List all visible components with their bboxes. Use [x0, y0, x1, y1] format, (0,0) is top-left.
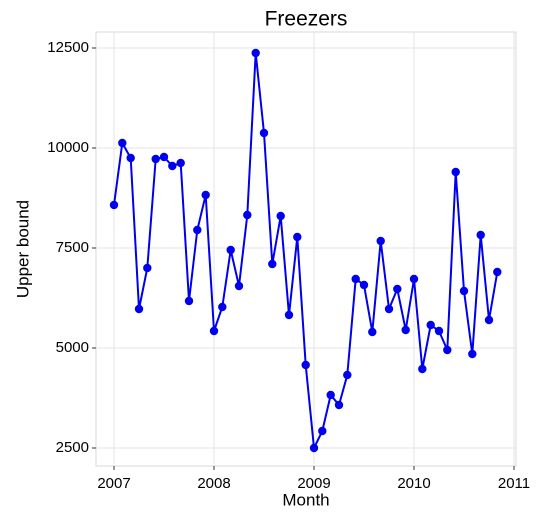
data-point: [476, 230, 485, 240]
data-point: [159, 152, 169, 162]
data-point: [259, 128, 269, 138]
data-point: [176, 158, 185, 168]
data-point: [493, 267, 502, 277]
data-point: [151, 154, 160, 164]
data-point: [318, 426, 327, 436]
data-point: [226, 245, 235, 255]
data-point: [401, 325, 410, 335]
data-point: [243, 210, 252, 220]
data-point: [284, 310, 294, 320]
data-point: [209, 326, 219, 336]
data-point: [268, 259, 277, 269]
data-point: [193, 225, 202, 235]
data-point: [334, 400, 344, 410]
data-point: [451, 167, 460, 177]
x-tick-label: 2009: [297, 475, 330, 492]
data-point: [459, 286, 469, 296]
data-point: [443, 345, 452, 355]
y-tick-label: 12500: [47, 39, 89, 56]
data-point: [484, 315, 494, 325]
y-axis-label: Upper bound: [13, 200, 32, 298]
data-point: [393, 284, 402, 294]
data-point: [293, 232, 302, 242]
x-tick-label: 2007: [97, 475, 130, 492]
x-tick-label: 2010: [397, 475, 430, 492]
x-tick-label: 2011: [498, 475, 530, 492]
data-point: [309, 443, 319, 453]
data-point: [418, 364, 427, 374]
data-point: [368, 327, 377, 337]
data-point: [326, 390, 335, 400]
data-point: [109, 200, 119, 210]
data-point: [351, 274, 360, 284]
data-point: [143, 263, 152, 273]
data-point: [384, 304, 394, 314]
data-point: [343, 370, 352, 380]
plot-area: [95, 31, 517, 467]
chart-title: Freezers: [265, 8, 348, 31]
data-point: [118, 138, 127, 148]
data-point: [168, 161, 177, 171]
data-point: [234, 281, 244, 291]
data-point: [218, 302, 227, 312]
data-point: [376, 236, 385, 246]
data-point: [409, 274, 419, 284]
data-point: [201, 190, 210, 200]
y-tick-label: 7500: [56, 239, 89, 256]
y-tick-label: 5000: [56, 339, 89, 356]
data-point: [134, 304, 144, 314]
x-axis-label: Month: [282, 490, 329, 509]
y-tick-label: 2500: [56, 439, 89, 456]
data-point: [434, 326, 444, 336]
data-point: [251, 48, 260, 58]
data-point: [301, 360, 310, 370]
x-tick-label: 2008: [197, 475, 230, 492]
data-point: [126, 153, 135, 163]
data-point: [426, 320, 435, 330]
data-point: [184, 296, 194, 306]
y-tick-label: 10000: [47, 139, 89, 156]
data-point: [359, 280, 369, 290]
data-point: [468, 349, 477, 359]
data-point: [276, 211, 285, 221]
